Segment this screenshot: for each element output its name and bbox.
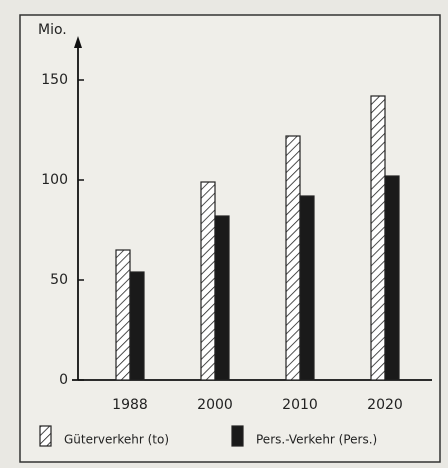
frame — [19, 14, 441, 463]
x-tick-label: 2000 — [197, 397, 233, 413]
bar — [384, 175, 400, 381]
bar — [200, 181, 216, 381]
y-tick-label: 150 — [41, 72, 68, 88]
bar — [129, 271, 145, 381]
y-tick-label: 100 — [41, 172, 68, 188]
legend-label: Pers.-Verkehr (Pers.) — [256, 433, 377, 447]
x-tick-label: 2010 — [282, 397, 318, 413]
bar — [115, 249, 131, 381]
y-unit-label: Mio. — [38, 22, 67, 38]
x-tick-label: 1988 — [112, 397, 148, 413]
bar — [214, 215, 230, 381]
legend-swatch — [39, 425, 52, 447]
legend-swatch — [231, 425, 244, 447]
y-axis-arrow — [74, 36, 82, 48]
bar — [370, 95, 386, 381]
y-tick-label: 50 — [50, 272, 68, 288]
bar — [285, 135, 301, 381]
y-tick-label: 0 — [59, 372, 68, 388]
bar — [299, 195, 315, 381]
x-tick-label: 2020 — [367, 397, 403, 413]
legend-label: Güterverkehr (to) — [64, 433, 169, 447]
